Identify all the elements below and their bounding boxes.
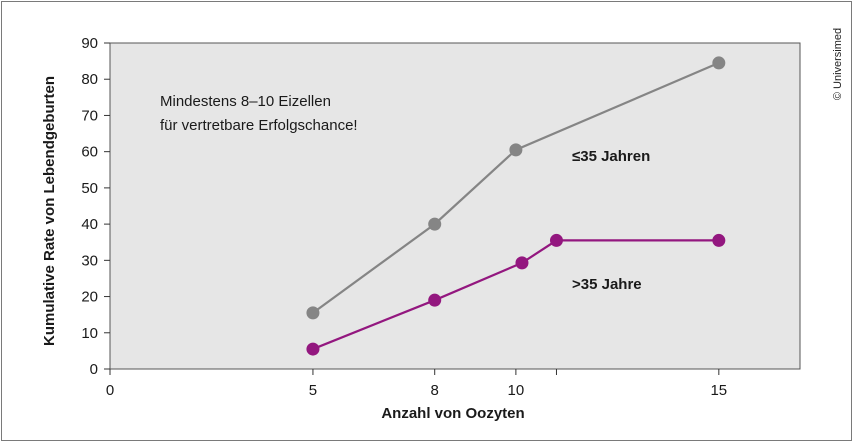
y-tick-label: 40 <box>81 216 98 233</box>
y-tick-label: 50 <box>81 180 98 197</box>
annotation-line-2: für vertretbare Erfolgschance! <box>160 117 358 134</box>
y-tick-label: 10 <box>81 325 98 342</box>
annotation-line-1: Mindestens 8–10 Eizellen <box>160 93 331 110</box>
series-0-point <box>428 217 442 231</box>
series-label-le35: ≤35 Jahren <box>572 148 650 165</box>
y-tick-label: 90 <box>81 35 98 52</box>
x-tick-label: 5 <box>309 382 317 399</box>
series-0-point <box>509 143 523 157</box>
x-tick-label: 10 <box>508 382 525 399</box>
y-tick-label: 0 <box>90 361 98 378</box>
series-0-point <box>306 306 320 320</box>
series-label-gt35: >35 Jahre <box>572 276 642 293</box>
y-tick-label: 60 <box>81 144 98 161</box>
x-tick-label: 0 <box>106 382 114 399</box>
y-tick-label: 70 <box>81 107 98 124</box>
series-1-point <box>428 293 442 307</box>
x-tick-label: 15 <box>710 382 727 399</box>
series-layer <box>306 56 726 356</box>
series-1-point <box>549 233 563 247</box>
x-axis: 0 5 8 10 15 <box>106 369 727 399</box>
y-tick-label: 30 <box>81 252 98 269</box>
series-1-point <box>515 256 529 270</box>
y-tick-label: 80 <box>81 71 98 88</box>
series-1-point <box>306 342 320 356</box>
y-axis: 0 10 20 30 40 50 60 70 80 90 <box>81 35 110 378</box>
series-0-point <box>712 56 726 70</box>
series-1-point <box>712 233 726 247</box>
x-axis-title: Anzahl von Oozyten <box>381 405 524 422</box>
copyright-credit: © Universimed <box>832 28 844 100</box>
series-line-0 <box>312 61 720 314</box>
y-tick-label: 20 <box>81 289 98 306</box>
y-axis-title: Kumulative Rate von Lebendgeburten <box>41 76 58 346</box>
x-tick-label: 8 <box>431 382 439 399</box>
